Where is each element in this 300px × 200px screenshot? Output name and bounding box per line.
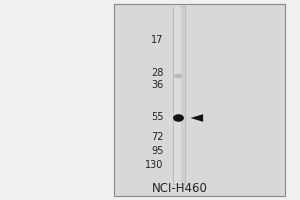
Polygon shape bbox=[190, 114, 203, 122]
Ellipse shape bbox=[173, 114, 184, 122]
Bar bbox=[174, 6, 181, 184]
Text: 130: 130 bbox=[145, 160, 164, 170]
Ellipse shape bbox=[174, 74, 183, 78]
Text: NCI-H460: NCI-H460 bbox=[152, 182, 208, 196]
Text: 17: 17 bbox=[151, 35, 164, 45]
Text: 28: 28 bbox=[151, 68, 164, 78]
Text: 55: 55 bbox=[151, 112, 164, 122]
Text: 95: 95 bbox=[151, 146, 164, 156]
Bar bbox=[172, 6, 184, 184]
Text: 72: 72 bbox=[151, 132, 164, 142]
Text: 36: 36 bbox=[151, 80, 164, 90]
Bar bbox=[114, 4, 285, 196]
